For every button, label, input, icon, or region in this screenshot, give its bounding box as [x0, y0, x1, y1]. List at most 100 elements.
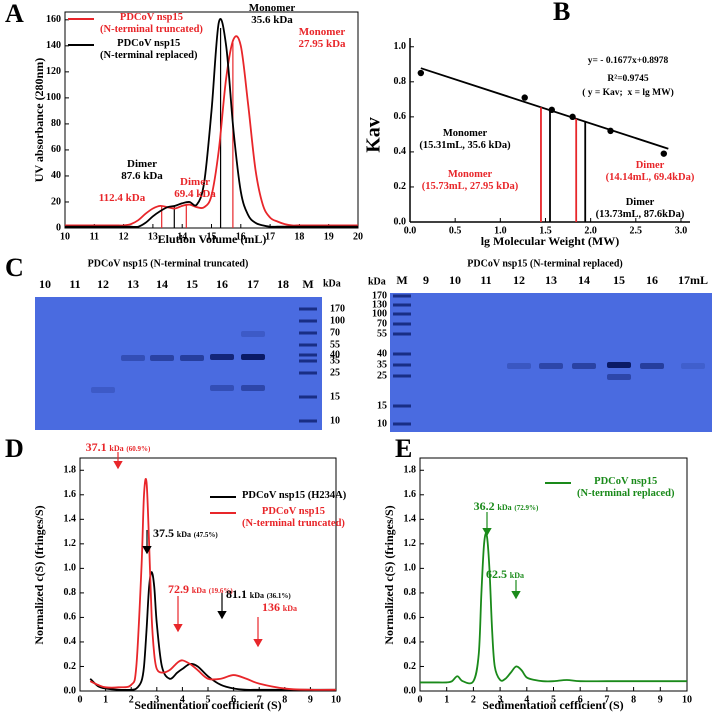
marker-band: [393, 332, 411, 336]
x-axis-label: lg Molecular Weight (MW): [481, 234, 620, 248]
marker-label: 170: [330, 303, 345, 314]
annotation: 81.1 kDa (36.1%): [226, 587, 291, 601]
y-tick-label: 20: [51, 196, 61, 207]
marker-label: 10: [377, 418, 387, 429]
y-tick-label: 1.8: [64, 465, 77, 476]
x-tick-label: 0: [418, 694, 423, 705]
y-tick-label: 0.4: [394, 146, 407, 157]
x-tick-label: 1: [103, 694, 108, 705]
y-tick-label: 60: [51, 144, 61, 155]
x-tick-label: 8: [631, 694, 636, 705]
annotation-detail: (19.6%): [208, 587, 233, 595]
marker-label: 35: [330, 355, 340, 366]
y-tick-label: 100: [46, 92, 61, 103]
annotation: 72.9 kDa (19.6%): [168, 582, 233, 596]
marker-band: [393, 294, 411, 298]
panel-label: D: [5, 434, 24, 463]
y-tick-label: 1.4: [64, 514, 77, 525]
annotation: 136 kDa: [262, 600, 297, 614]
y-axis-label: UV absorbance (280nm): [32, 58, 46, 182]
protein-band: [681, 363, 705, 369]
x-tick-label: 2: [129, 694, 134, 705]
marker-label: 55: [330, 339, 340, 350]
marker-label: 100: [330, 315, 345, 326]
x-tick-label: 9: [658, 694, 663, 705]
marker-band: [393, 322, 411, 326]
marker-band: [393, 363, 411, 367]
panel-label: B: [553, 0, 570, 26]
annotation-unit: kDa: [176, 530, 191, 539]
annotation: ( y = Kav; x = lg MW): [582, 88, 674, 98]
protein-band: [180, 355, 204, 361]
protein-band: [210, 385, 234, 391]
y-tick-label: 80: [51, 118, 61, 129]
y-tick-label: 0.6: [404, 612, 417, 623]
y-tick-label: 0.2: [394, 181, 407, 192]
x-tick-label: 7: [257, 694, 262, 705]
panel-label: A: [5, 0, 24, 28]
gel: [390, 293, 712, 432]
lane-label: 13: [127, 277, 139, 291]
y-tick-label: 40: [51, 170, 61, 181]
y-tick-label: 0.8: [394, 76, 407, 87]
y-tick-label: 0.6: [394, 111, 407, 122]
x-tick-label: 14: [177, 231, 187, 242]
y-tick-label: 140: [46, 40, 61, 51]
x-tick-label: 12: [119, 231, 129, 242]
curve: [65, 18, 358, 228]
annotation: Dimer 87.6 kDa: [121, 158, 163, 183]
lane-label: 10: [449, 273, 461, 287]
marker-unit: kDa: [368, 276, 386, 287]
x-tick-label: 8: [282, 694, 287, 705]
marker-label: 25: [377, 370, 387, 381]
marker-label: 35: [377, 359, 387, 370]
x-tick-label: 1.0: [494, 225, 507, 236]
protein-band: [241, 354, 265, 360]
x-tick-label: 1: [444, 694, 449, 705]
marker-band: [299, 307, 317, 311]
y-tick-label: 1.4: [404, 514, 417, 525]
x-tick-label: 19: [324, 231, 334, 242]
annotation: Monomer 27.95 kDa: [298, 26, 346, 51]
annotation: 37.5 kDa (47.5%): [153, 526, 218, 540]
lane-label: 10: [39, 277, 51, 291]
x-tick-label: 0: [78, 694, 83, 705]
lane-label: 17mL: [678, 273, 708, 287]
legend-label: PDCoV nsp15 (N-terminal replaced): [100, 38, 198, 61]
x-tick-label: 10: [331, 694, 341, 705]
marker-band: [299, 343, 317, 347]
panel-label: E: [395, 434, 412, 463]
x-axis-label: Sedimentation cefficient (S): [482, 698, 623, 712]
point: [548, 106, 556, 114]
protein-band: [241, 331, 265, 337]
annotation: Dimer 69.4 kDa: [174, 176, 216, 201]
annotation-detail: (72.9%): [514, 504, 539, 512]
marker-label: 15: [377, 400, 387, 411]
protein-band: [507, 363, 531, 369]
annotation-unit: kDa: [497, 503, 512, 512]
lane-label: 13: [545, 273, 557, 287]
annotation-detail: (60.9%): [126, 445, 151, 453]
lane-label: M: [396, 273, 407, 287]
y-tick-label: 0: [56, 222, 61, 233]
y-tick-label: 0.8: [404, 587, 417, 598]
y-tick-label: 1.6: [404, 489, 417, 500]
marker-band: [299, 371, 317, 375]
x-tick-label: 2: [471, 694, 476, 705]
y-axis-label: Kav: [363, 117, 385, 153]
x-tick-label: 3: [154, 694, 159, 705]
marker-band: [393, 312, 411, 316]
y-tick-label: 0.0: [394, 216, 407, 227]
annotation-value: 37.5: [153, 526, 174, 540]
x-tick-label: 5: [206, 694, 211, 705]
annotation: 36.2 kDa (72.9%): [473, 499, 539, 513]
annotation: y= - 0.1677x+0.8978: [587, 56, 669, 66]
annotation-value: 36.2: [473, 499, 495, 513]
annotation: 112.4 kDa: [98, 192, 146, 204]
annotation: R²=0.9745: [607, 74, 649, 84]
marker-label: 40: [377, 348, 387, 359]
protein-band: [121, 355, 145, 361]
x-tick-label: 11: [90, 231, 99, 242]
y-tick-label: 0.2: [404, 661, 417, 672]
y-tick-label: 1.6: [64, 489, 77, 500]
